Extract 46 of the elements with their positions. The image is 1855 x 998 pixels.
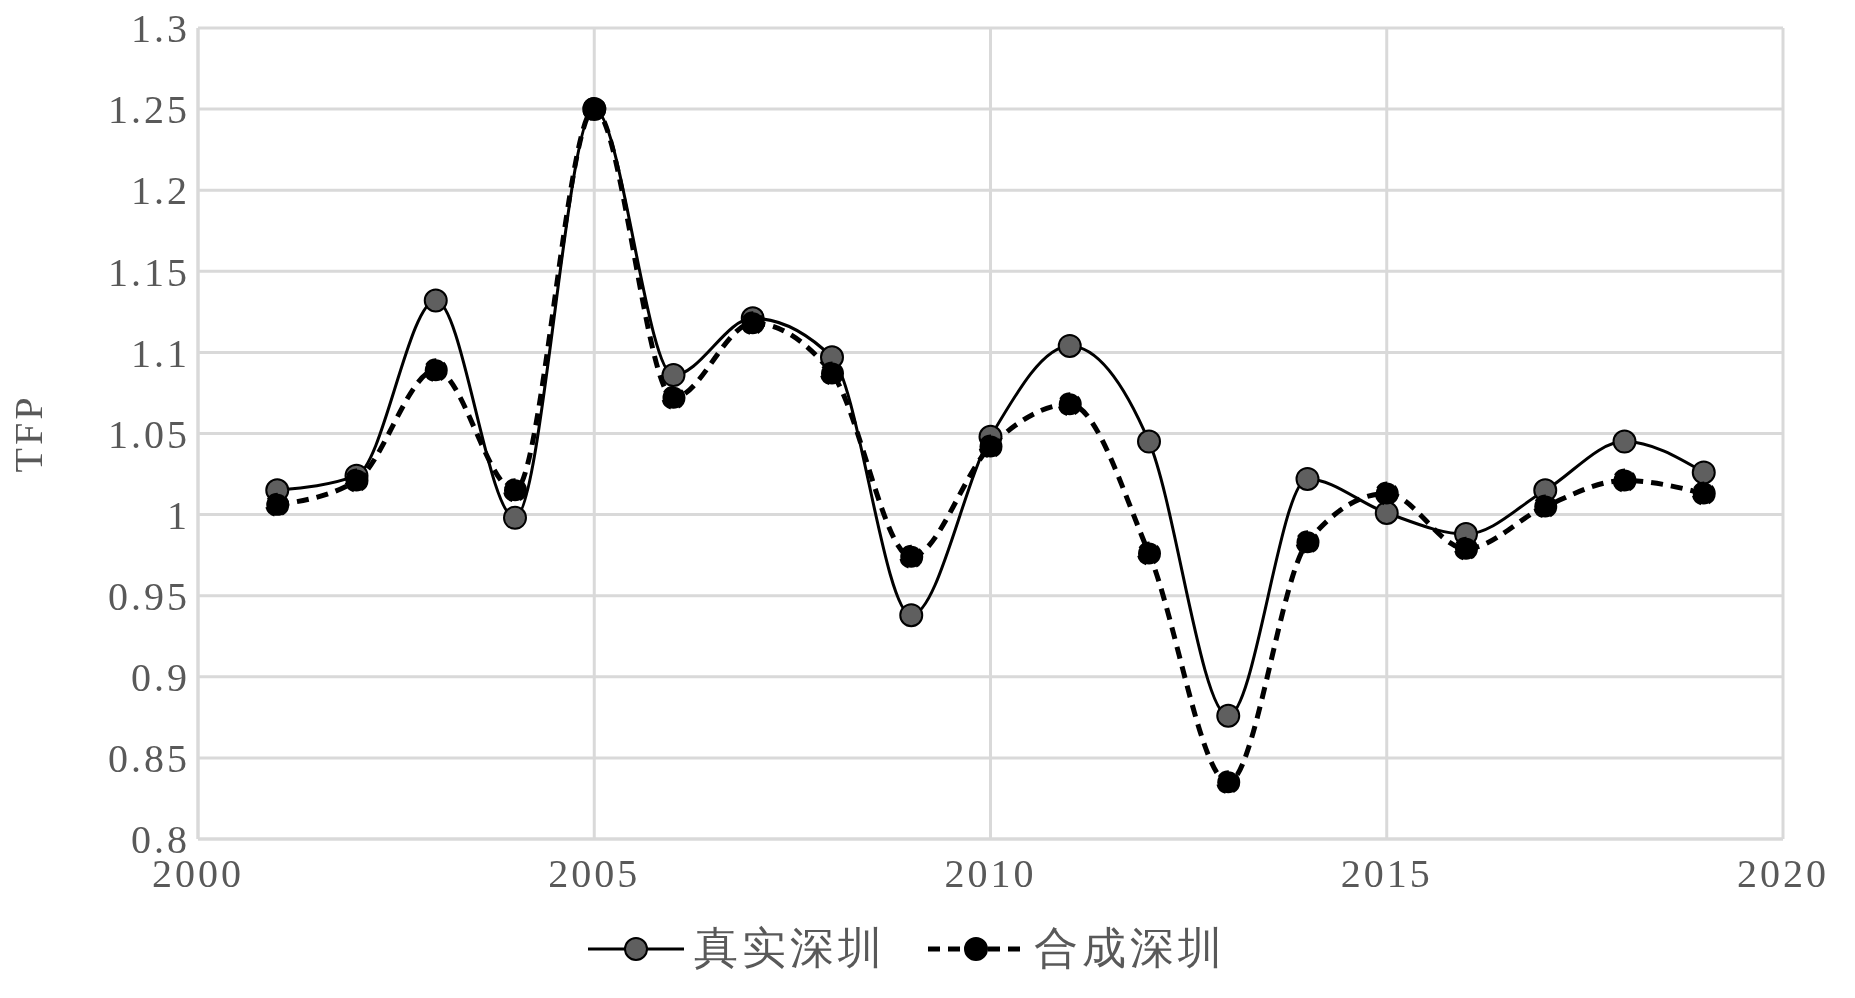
y-tick-label: 1.05 xyxy=(108,411,190,457)
point xyxy=(661,363,686,388)
point xyxy=(423,288,448,313)
y-tick-label: 1.1 xyxy=(131,330,190,376)
point xyxy=(423,358,448,383)
x-tick-label: 2020 xyxy=(1737,851,1829,897)
y-tick-label: 0.95 xyxy=(108,573,190,619)
y-tick-label: 1.25 xyxy=(108,87,190,133)
point xyxy=(1216,770,1241,795)
point xyxy=(899,603,924,628)
y-tick-label: 1.15 xyxy=(108,249,190,295)
point xyxy=(1057,392,1082,417)
y-axis-title: TFP xyxy=(6,394,52,473)
point xyxy=(740,311,765,336)
point xyxy=(1137,429,1161,454)
point xyxy=(265,492,290,517)
point xyxy=(1374,481,1399,506)
point xyxy=(503,505,527,530)
y-tick-label: 0.9 xyxy=(131,655,190,700)
point xyxy=(1295,466,1320,491)
point xyxy=(1612,468,1637,493)
x-tick-label: 2005 xyxy=(548,851,641,897)
point xyxy=(344,468,369,493)
point xyxy=(1057,333,1082,358)
point xyxy=(1612,429,1637,454)
point xyxy=(1374,500,1399,525)
point xyxy=(1295,530,1320,555)
point xyxy=(1137,541,1161,566)
y-tick-label: 1.3 xyxy=(131,6,190,52)
y-tick-label: 1.2 xyxy=(131,168,190,214)
x-tick-label: 2015 xyxy=(1340,851,1433,897)
point xyxy=(1454,536,1478,561)
point xyxy=(503,478,527,503)
point xyxy=(899,544,924,569)
legend-label: 合成深圳 xyxy=(1033,923,1226,975)
point xyxy=(661,385,686,410)
y-tick-label: 0.85 xyxy=(108,736,190,782)
point xyxy=(978,434,1003,459)
y-tick-label: 1 xyxy=(167,492,190,538)
point xyxy=(820,361,844,386)
legend-label: 真实深圳 xyxy=(693,923,886,975)
point xyxy=(1691,460,1716,485)
point xyxy=(1533,494,1558,519)
point xyxy=(1691,481,1716,506)
x-tick-label: 2010 xyxy=(944,851,1037,897)
point xyxy=(1216,703,1241,728)
